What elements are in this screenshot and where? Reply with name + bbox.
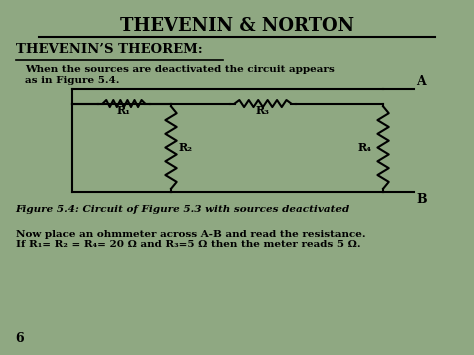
Text: THEVENIN’S THEOREM:: THEVENIN’S THEOREM: (16, 43, 202, 56)
Text: A: A (416, 75, 426, 88)
Text: R₄: R₄ (357, 142, 371, 153)
Text: B: B (416, 193, 427, 206)
Text: 6: 6 (16, 332, 24, 345)
Text: When the sources are deactivated the circuit appears
as in Figure 5.4.: When the sources are deactivated the cir… (25, 65, 335, 85)
Text: R₂: R₂ (178, 142, 192, 153)
Text: R₃: R₃ (256, 105, 270, 116)
Text: Figure 5.4: Circuit of Figure 5.3 with sources deactivated: Figure 5.4: Circuit of Figure 5.3 with s… (16, 205, 350, 214)
Text: Now place an ohmmeter across A-B and read the resistance.
If R₁= R₂ = R₄= 20 Ω a: Now place an ohmmeter across A-B and rea… (16, 230, 365, 249)
Text: R₁: R₁ (117, 105, 131, 116)
Text: THEVENIN & NORTON: THEVENIN & NORTON (120, 17, 354, 35)
